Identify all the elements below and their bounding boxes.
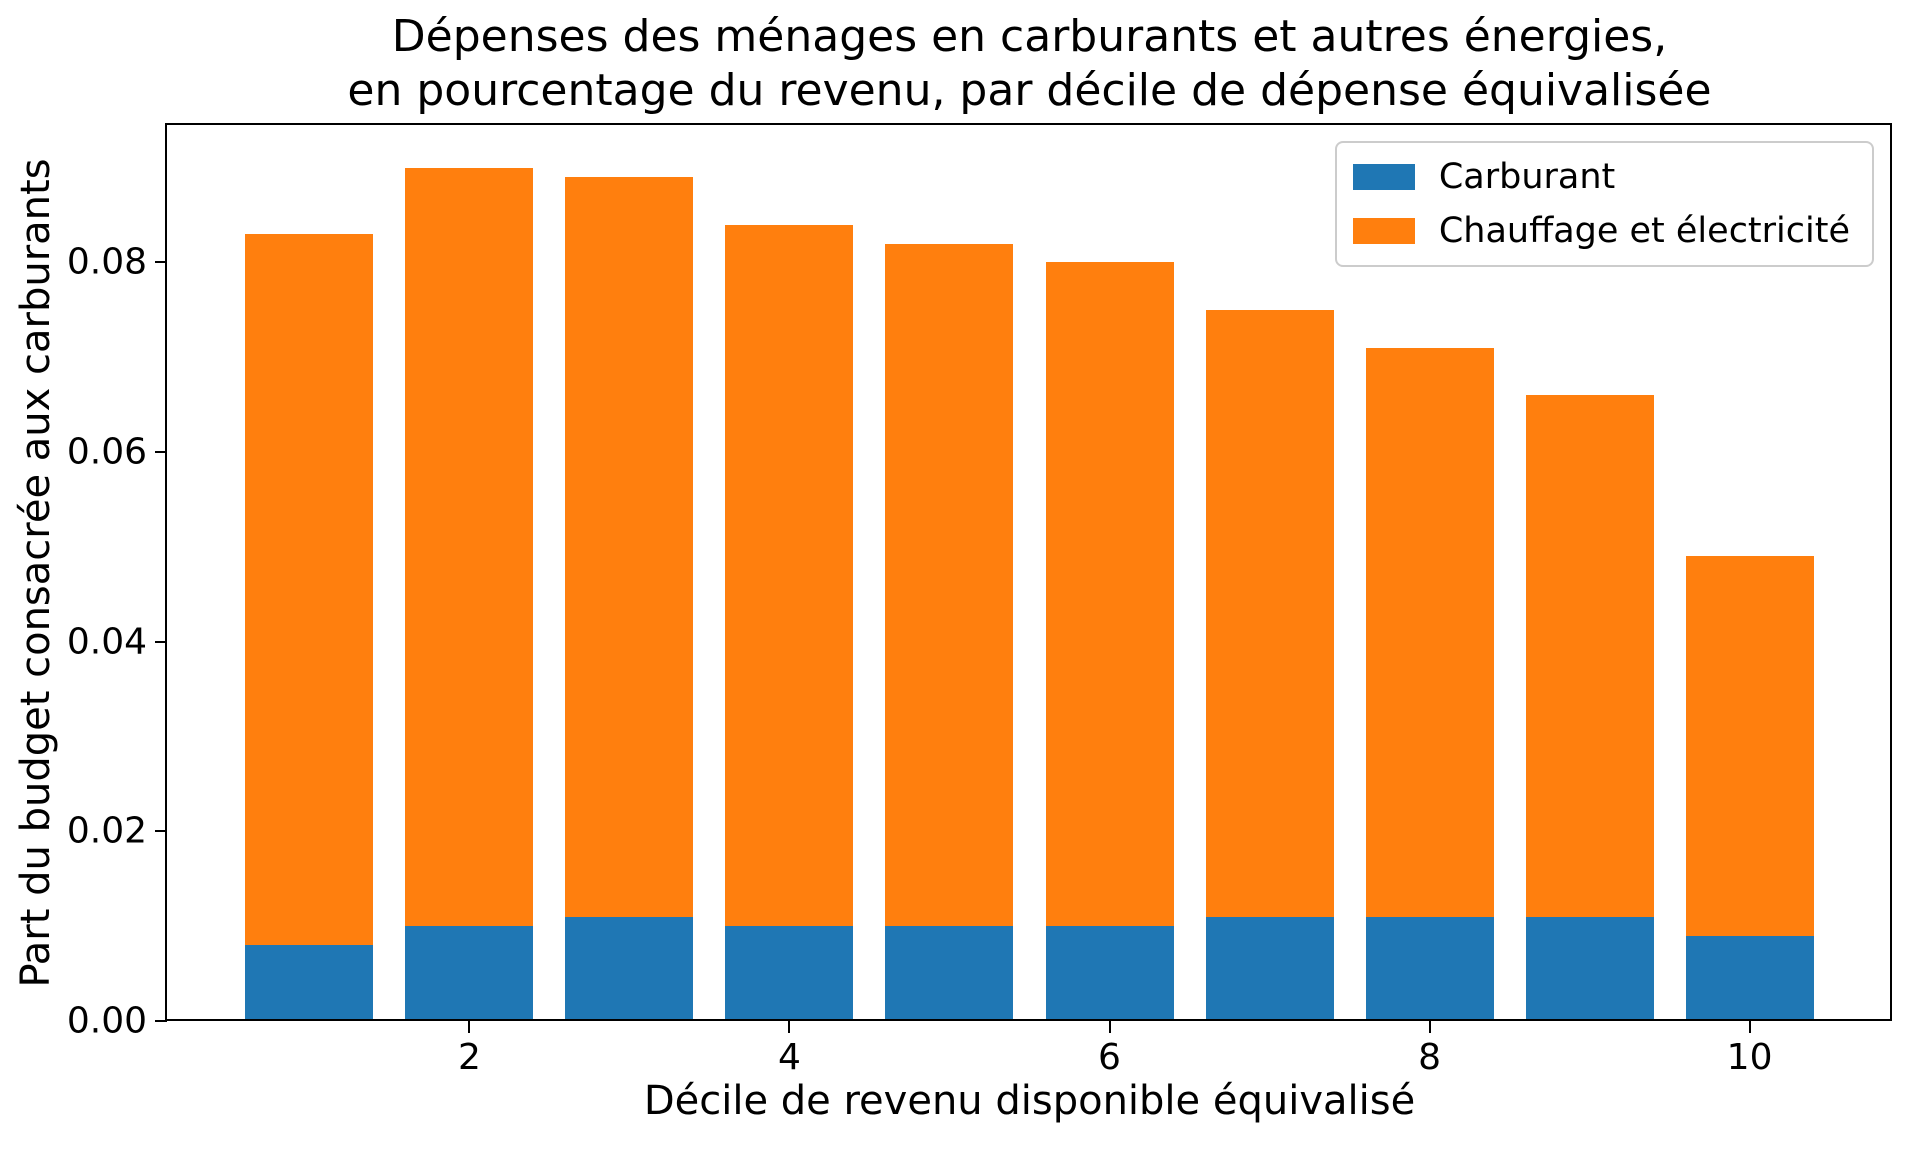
bar-segment-carburant-decile-2: [405, 926, 534, 1021]
bar-segment-chauffage-decile-4: [725, 224, 854, 927]
bar-segment-carburant-decile-1: [245, 945, 374, 1021]
y-tick-mark: [155, 640, 167, 643]
y-tick-label: 0.02: [66, 810, 147, 852]
y-tick-mark: [155, 830, 167, 833]
legend-swatch-chauffage: [1352, 218, 1415, 244]
x-axis-line: [167, 1019, 1892, 1021]
x-tick-label: 10: [1726, 1037, 1773, 1078]
bar-segment-carburant-decile-10: [1685, 935, 1814, 1021]
x-tick-mark: [788, 1021, 791, 1033]
bar-segment-carburant-decile-9: [1525, 916, 1654, 1021]
bar-segment-carburant-decile-4: [725, 926, 854, 1021]
x-tick-label: 8: [1418, 1037, 1441, 1078]
chart-title-line1: Dépenses des ménages en carburants et au…: [391, 11, 1668, 62]
chart-title-line2: en pourcentage du revenu, par décile de …: [347, 64, 1712, 116]
x-tick-mark: [1428, 1021, 1431, 1033]
y-tick-mark: [155, 261, 167, 264]
bar-segment-chauffage-decile-7: [1205, 309, 1334, 917]
y-tick-label: 0.04: [66, 621, 147, 663]
bar-segment-chauffage-decile-3: [565, 177, 694, 917]
bar-segment-chauffage-decile-5: [885, 243, 1014, 927]
x-tick-mark: [468, 1021, 471, 1033]
legend-label-carburant: Carburant: [1438, 157, 1616, 197]
chart-title: Dépenses des ménages en carburants et au…: [167, 10, 1892, 117]
x-tick-label: 4: [778, 1037, 801, 1078]
x-tick-label: 2: [457, 1037, 481, 1078]
legend-item-carburant: Carburant: [1352, 157, 1850, 197]
bar-segment-carburant-decile-8: [1365, 916, 1494, 1021]
bar-segment-chauffage-decile-9: [1525, 395, 1654, 917]
legend-swatch-carburant: [1352, 164, 1415, 190]
y-tick-mark: [155, 451, 167, 454]
y-tick-label: 0.00: [66, 1000, 147, 1042]
x-tick-label: 6: [1098, 1037, 1121, 1078]
bar-segment-chauffage-decile-1: [245, 234, 374, 946]
y-tick-label: 0.06: [66, 431, 147, 473]
bar-segment-carburant-decile-5: [885, 926, 1014, 1021]
bar-segment-chauffage-decile-10: [1685, 556, 1814, 936]
y-axis-label: Part du budget consacrée aux carburants: [13, 158, 59, 988]
bar-segment-carburant-decile-6: [1045, 926, 1174, 1021]
x-tick-mark: [1748, 1021, 1751, 1033]
y-tick-label: 0.08: [66, 241, 147, 283]
legend: Carburant Chauffage et électricité: [1334, 141, 1874, 267]
legend-item-chauffage: Chauffage et électricité: [1352, 211, 1850, 251]
bar-segment-chauffage-decile-6: [1045, 262, 1174, 927]
bar-segment-carburant-decile-3: [565, 916, 694, 1021]
legend-label-chauffage: Chauffage et électricité: [1438, 211, 1850, 251]
bar-segment-carburant-decile-7: [1205, 916, 1334, 1021]
x-tick-mark: [1108, 1021, 1111, 1033]
x-axis-label: Décile de revenu disponible équivalisé: [643, 1078, 1416, 1124]
y-tick-mark: [155, 1020, 167, 1022]
bar-segment-chauffage-decile-2: [405, 167, 534, 927]
bar-segment-chauffage-decile-8: [1365, 347, 1494, 917]
